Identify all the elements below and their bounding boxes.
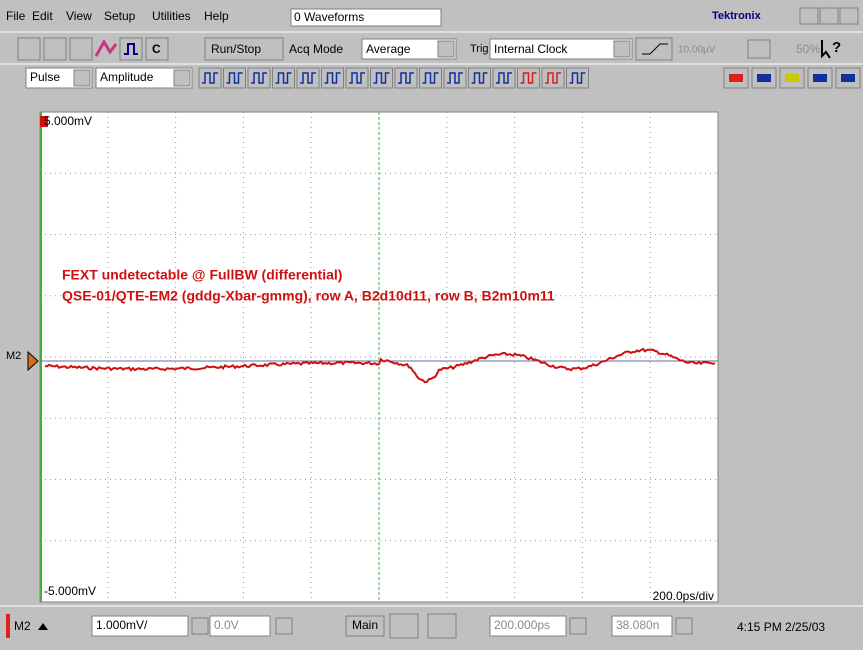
spin-button[interactable] xyxy=(275,617,293,635)
menu-item[interactable]: Help xyxy=(204,9,229,23)
measure-glyph xyxy=(471,72,488,84)
display-glyph xyxy=(841,74,855,82)
display-glyph xyxy=(785,74,799,82)
measure-glyph xyxy=(349,72,365,84)
offset-field[interactable] xyxy=(209,615,271,637)
position: 200.000ps xyxy=(494,618,550,632)
minimize[interactable] xyxy=(799,7,819,25)
zoom1-button[interactable] xyxy=(389,613,419,639)
trig-level: 10.00µV xyxy=(678,45,716,56)
dropdown-arrow[interactable] xyxy=(437,40,455,58)
cursor-button[interactable] xyxy=(119,37,143,61)
brand: Tektronix xyxy=(712,10,762,22)
icon-buttons xyxy=(17,37,143,61)
math-button[interactable] xyxy=(69,37,93,61)
tools-button[interactable] xyxy=(43,37,67,61)
measure-glyph xyxy=(300,72,316,84)
delay-field[interactable] xyxy=(611,615,673,637)
measure-glyph xyxy=(226,72,243,84)
measure-glyph xyxy=(275,72,292,84)
bottom-scale: -5.000mV xyxy=(44,584,96,598)
channel-arrow xyxy=(38,623,48,630)
measure-glyph xyxy=(545,72,561,84)
measure-glyph xyxy=(422,72,439,84)
position-field[interactable] xyxy=(489,615,567,637)
annotation: FEXT undetectable @ FullBW (differential… xyxy=(62,267,342,283)
spin-button[interactable] xyxy=(569,617,587,635)
channel-marker xyxy=(27,350,39,372)
measure-glyph xyxy=(398,72,414,84)
display-glyph xyxy=(813,74,827,82)
scale: 1.000mV/ xyxy=(96,618,148,632)
pulse-value: Pulse xyxy=(30,70,60,84)
acq-mode-label: Acq Mode xyxy=(289,42,343,56)
main: Main xyxy=(352,618,378,632)
measure-glyph xyxy=(373,72,390,84)
acq-mode-value: Average xyxy=(366,42,411,56)
menu-item[interactable]: Utilities xyxy=(152,9,191,23)
ref-marker xyxy=(40,116,48,127)
wave-icon xyxy=(94,39,118,57)
measure-glyph xyxy=(202,72,218,84)
top-scale: 5.000mV xyxy=(44,114,92,128)
measure-glyph xyxy=(569,72,586,84)
measure-glyph xyxy=(520,72,537,84)
slope-button[interactable] xyxy=(635,37,673,61)
menu: File Edit View Setup Utilities Help xyxy=(6,9,229,23)
measure-glyph xyxy=(251,72,267,84)
display-glyph xyxy=(729,74,743,82)
clear-label: C xyxy=(152,42,161,56)
offset: 0.0V xyxy=(214,618,239,632)
acq-mode-select[interactable] xyxy=(361,38,457,60)
maximize[interactable] xyxy=(819,7,839,25)
waveform xyxy=(44,347,716,384)
delay: 38.080n xyxy=(616,618,659,632)
channel-color xyxy=(6,614,10,638)
zoom2-button[interactable] xyxy=(427,613,457,639)
dropdown-arrow[interactable] xyxy=(613,40,631,58)
measure-glyph xyxy=(324,72,341,84)
pulse-icon xyxy=(124,43,138,55)
print-button[interactable] xyxy=(17,37,41,61)
datetime: 4:15 PM 2/25/03 xyxy=(737,620,825,634)
spin-button[interactable] xyxy=(747,39,771,59)
annotation: QSE-01/QTE-EM2 (gddg-Xbar-gmmg), row A, … xyxy=(62,288,555,304)
trig-label: Trig xyxy=(470,43,489,55)
run-stop-button[interactable] xyxy=(204,37,284,61)
amplitude-value: Amplitude xyxy=(100,70,154,84)
menu-item[interactable]: View xyxy=(66,9,92,23)
dropdown-arrow[interactable] xyxy=(73,69,91,87)
amplitude-select[interactable] xyxy=(95,67,193,89)
measure-icons xyxy=(198,67,861,89)
measure-glyph xyxy=(447,72,463,84)
spin-button[interactable] xyxy=(675,617,693,635)
clear-button[interactable] xyxy=(145,37,169,61)
slope-icon xyxy=(642,43,668,55)
channel-marker-label: M2 xyxy=(6,350,21,362)
channel[interactable]: M2 xyxy=(14,619,31,633)
help-button[interactable]: ? xyxy=(832,39,841,56)
menu-item[interactable]: File xyxy=(6,9,26,23)
scale-field[interactable] xyxy=(91,615,189,637)
menu-item[interactable]: Edit xyxy=(32,9,53,23)
main-button[interactable] xyxy=(345,615,385,637)
close[interactable] xyxy=(839,7,859,25)
waveform-count: 0 Waveforms xyxy=(294,10,364,24)
timebase: 200.0ps/div xyxy=(653,589,714,603)
trig-source-value: Internal Clock xyxy=(494,42,568,56)
waveform-field xyxy=(290,8,442,27)
trig-source-select[interactable] xyxy=(489,38,633,60)
run-stop-label: Run/Stop xyxy=(211,42,261,56)
side-panel xyxy=(720,100,863,606)
percent-button[interactable]: 50% xyxy=(796,42,820,56)
display-glyph xyxy=(757,74,771,82)
spin-button[interactable] xyxy=(191,617,209,635)
menu-item[interactable]: Setup xyxy=(104,9,136,23)
measure-glyph xyxy=(496,72,512,84)
dropdown-arrow[interactable] xyxy=(173,69,191,87)
help-arrow xyxy=(821,40,831,59)
